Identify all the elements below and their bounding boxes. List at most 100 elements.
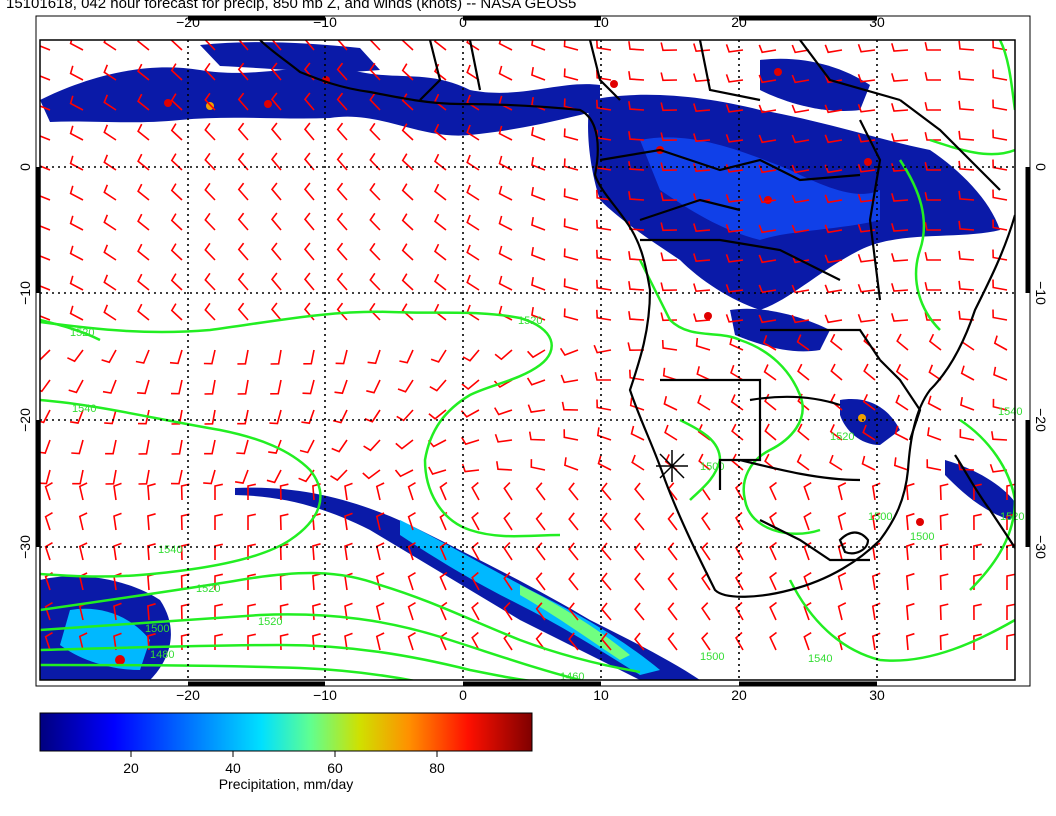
wind-barb (237, 122, 249, 141)
wind-barb (471, 631, 480, 651)
wind-barb (171, 439, 183, 455)
wind-barb (44, 602, 53, 621)
wind-barb (279, 513, 289, 531)
wind-barb (498, 65, 513, 81)
wind-barb (103, 274, 117, 291)
wind-barb (336, 92, 348, 111)
wind-barb (667, 632, 678, 651)
lat-tick-label: −20 (1033, 408, 1049, 432)
wind-barb (397, 379, 414, 393)
wind-barb (471, 571, 480, 591)
wind-barb (170, 303, 183, 321)
wind-barb (958, 70, 975, 81)
wind-barb (103, 94, 117, 111)
wind-barb (803, 632, 812, 651)
wind-barb (214, 633, 223, 650)
wind-barb (762, 335, 777, 351)
wind-barb (247, 513, 256, 530)
wind-barb (857, 253, 876, 263)
wind-barb (466, 214, 480, 231)
border (749, 395, 841, 407)
wind-barb (531, 66, 546, 81)
wind-barb (725, 44, 744, 53)
wind-barb (407, 572, 416, 591)
wind-barb (535, 512, 546, 531)
wind-barb (958, 250, 975, 261)
wind-barb (959, 429, 975, 441)
wind-barb (234, 469, 249, 484)
wind-barb (369, 212, 381, 231)
wind-barb (312, 603, 321, 621)
wind-barb (973, 513, 982, 531)
wind-barb (466, 154, 480, 171)
wind-barb (725, 74, 744, 83)
wind-barb (893, 457, 909, 471)
wind-barb (628, 281, 645, 291)
wind-barb (433, 243, 447, 261)
wind-barb (44, 542, 53, 561)
wind-barb (344, 632, 353, 651)
wind-barb (270, 349, 282, 365)
wind-barb (693, 223, 711, 233)
wind-barb (69, 215, 84, 231)
wind-barb (105, 469, 117, 485)
wind-barb (628, 251, 645, 261)
wind-barb (304, 40, 315, 51)
wind-barb (535, 572, 546, 591)
wind-barb (362, 469, 381, 480)
wind-barb (628, 191, 645, 201)
border (640, 238, 841, 281)
wind-barb (924, 132, 941, 141)
wind-barb (270, 272, 282, 291)
wind-barb (758, 104, 777, 114)
wind-barb (40, 75, 51, 81)
wind-barb (973, 543, 982, 561)
wind-barb (69, 40, 84, 51)
wind-barb (796, 334, 810, 351)
wind-barb (958, 130, 975, 141)
wind-barb (401, 273, 414, 291)
wind-barb (535, 542, 546, 561)
wind-barb (939, 603, 949, 621)
wind-barb (667, 542, 678, 561)
wind-barb (170, 273, 183, 291)
contour-label: 1520 (1000, 511, 1024, 523)
wind-barb (303, 212, 315, 231)
wind-barb (730, 364, 744, 381)
wind-barb (701, 602, 711, 621)
wind-barb (170, 93, 183, 111)
contour-label: 1520 (258, 616, 282, 628)
wind-barb (701, 572, 711, 591)
wind-barb (731, 453, 744, 471)
wind-barb (568, 602, 579, 621)
colorbar-ticks (130, 751, 438, 757)
wind-barb (596, 427, 612, 441)
contour-africa-1520 (638, 259, 821, 535)
contour-label: 1520 (196, 583, 220, 595)
wind-barb (600, 632, 612, 651)
wind-barb (69, 275, 84, 291)
contour-label: 1500 (700, 461, 724, 473)
lon-tick-label: −10 (313, 687, 337, 703)
border (639, 198, 741, 222)
border (759, 519, 870, 562)
wind-barb (596, 189, 612, 201)
wind-barb (824, 74, 843, 84)
wind-barb (958, 310, 975, 321)
wind-barb (531, 276, 546, 291)
wind-barb (661, 339, 678, 351)
wind-barb (335, 349, 348, 365)
lon-labels-bottom: −20 −10 0 10 20 30 (176, 687, 885, 703)
wind-barb (528, 431, 546, 441)
wind-barb (204, 182, 216, 201)
border (419, 40, 442, 101)
wind-barb (634, 542, 645, 561)
border (599, 148, 861, 182)
precip-cell (704, 312, 712, 320)
wind-barb (460, 409, 480, 418)
wind-barb (725, 284, 744, 293)
wind-barb (137, 183, 150, 201)
precip-cell (764, 196, 772, 204)
contour-labels: 1520 1520 1540 1540 1520 1520 1500 1480 … (70, 315, 1024, 683)
map-title: 15101618, 042 hour forecast for precip, … (6, 0, 577, 12)
